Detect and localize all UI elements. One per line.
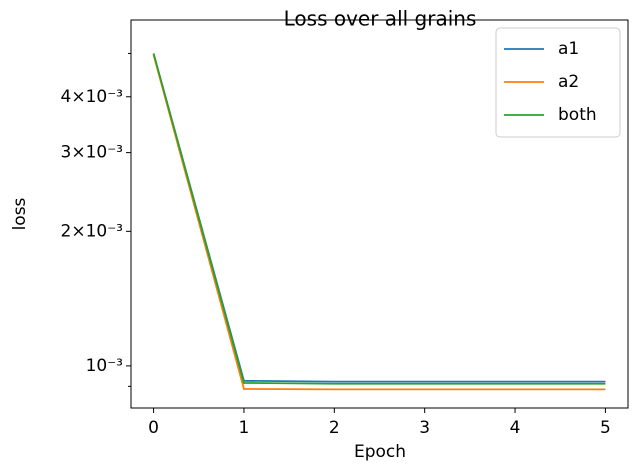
x-tick-label: 1 xyxy=(239,418,250,438)
legend-label: both xyxy=(558,105,597,125)
y-tick-label: 4×10⁻³ xyxy=(61,87,123,107)
y-axis-label: loss xyxy=(10,197,30,230)
x-tick-label: 0 xyxy=(148,418,159,438)
chart-title: Loss over all grains xyxy=(284,7,477,31)
y-tick-label: 10⁻³ xyxy=(86,356,123,376)
x-tick-label: 5 xyxy=(600,418,611,438)
x-axis-label: Epoch xyxy=(354,442,406,462)
x-tick-label: 3 xyxy=(419,418,430,438)
series-line xyxy=(152,54,606,391)
legend-label: a2 xyxy=(558,72,579,92)
legend-box xyxy=(495,27,621,138)
series-line xyxy=(152,53,606,385)
x-tick-label: 4 xyxy=(510,418,521,438)
y-tick-label: 2×10⁻³ xyxy=(61,221,123,241)
x-tick-label: 2 xyxy=(329,418,340,438)
plot-frame xyxy=(130,19,629,409)
y-tick-label: 3×10⁻³ xyxy=(61,143,123,163)
legend-label: a1 xyxy=(558,39,579,59)
